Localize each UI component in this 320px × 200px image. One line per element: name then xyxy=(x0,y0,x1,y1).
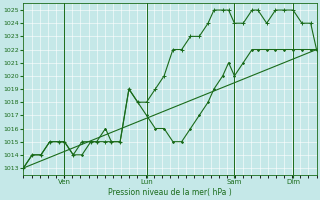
X-axis label: Pression niveau de la mer( hPa ): Pression niveau de la mer( hPa ) xyxy=(108,188,232,197)
